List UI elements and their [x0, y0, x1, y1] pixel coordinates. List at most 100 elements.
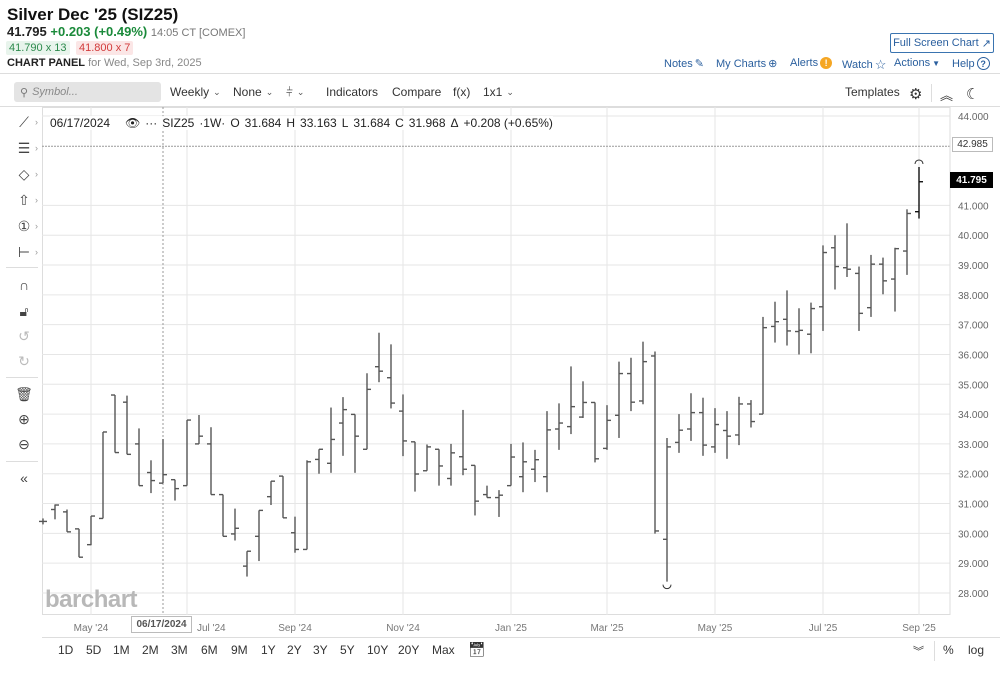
- ohlc-bar[interactable]: [375, 332, 383, 383]
- ohlc-bar[interactable]: [147, 460, 155, 494]
- ohlc-bar[interactable]: [435, 448, 443, 486]
- range-button-3y[interactable]: 3Y: [313, 643, 328, 657]
- range-button-1y[interactable]: 1Y: [261, 643, 276, 657]
- ohlc-bar[interactable]: [915, 166, 923, 219]
- chevron-right-icon[interactable]: ›: [35, 117, 38, 127]
- ohlc-bar[interactable]: [171, 478, 179, 501]
- ohlc-bar[interactable]: [231, 508, 239, 541]
- symbol-search-input[interactable]: ⚲ Symbol...: [14, 82, 161, 102]
- templates-button[interactable]: Templates: [845, 85, 900, 99]
- ohlc-bar[interactable]: [123, 395, 131, 456]
- ohlc-bar[interactable]: [591, 401, 599, 463]
- ohlc-bar[interactable]: [687, 393, 695, 441]
- ohlc-bar[interactable]: [663, 437, 671, 582]
- ohlc-bar[interactable]: [507, 443, 515, 487]
- ohlc-bar[interactable]: [195, 414, 203, 445]
- ohlc-bar[interactable]: [447, 443, 455, 486]
- ohlc-bar[interactable]: [255, 509, 263, 562]
- magnet-icon[interactable]: ∩: [18, 277, 30, 293]
- eye-icon[interactable]: 👁︎: [125, 116, 141, 130]
- log-toggle[interactable]: log: [968, 643, 985, 657]
- ohlc-bar[interactable]: [471, 464, 479, 516]
- ohlc-bar[interactable]: [75, 528, 83, 558]
- chevron-right-icon[interactable]: ›: [35, 195, 38, 205]
- actions-menu[interactable]: Actions ▼: [894, 57, 940, 69]
- ohlc-bar[interactable]: [279, 475, 287, 519]
- ohlc-bar[interactable]: [459, 409, 467, 476]
- ohlc-bar[interactable]: [411, 441, 419, 492]
- ohlc-bar[interactable]: [519, 442, 527, 493]
- ohlc-bar[interactable]: [879, 257, 887, 295]
- watch-link[interactable]: Watch ☆: [842, 57, 886, 73]
- range-button-2y[interactable]: 2Y: [287, 643, 302, 657]
- ohlc-bar[interactable]: [843, 223, 851, 277]
- ohlc-bar[interactable]: [759, 316, 767, 415]
- arrow-up-tool-icon[interactable]: ⇧: [18, 191, 30, 208]
- zoom-out-icon[interactable]: ⊖: [18, 435, 30, 452]
- chevron-right-icon[interactable]: ›: [35, 143, 38, 153]
- dark-mode-moon-icon[interactable]: ☾: [966, 86, 980, 103]
- range-button-6m[interactable]: 6M: [201, 643, 218, 657]
- zoom-in-icon[interactable]: ⊕: [18, 410, 30, 427]
- aggregation-select[interactable]: None ⌄: [233, 85, 273, 99]
- ohlc-bar[interactable]: [651, 351, 659, 534]
- trendline-tool-icon[interactable]: ⟋: [19, 113, 29, 130]
- chevron-right-icon[interactable]: ›: [35, 169, 38, 179]
- ohlc-bar[interactable]: [567, 366, 575, 435]
- ohlc-bar[interactable]: [159, 439, 167, 484]
- function-button[interactable]: f(x): [453, 85, 471, 99]
- ohlc-bar[interactable]: [363, 373, 371, 450]
- more-dots-icon[interactable]: ···: [145, 116, 158, 130]
- price-chart[interactable]: 28.000 29.000 30.000 31.000 32.000 33.000 34.0…: [39, 107, 989, 634]
- fibonacci-tool-icon[interactable]: ☰: [17, 139, 31, 156]
- ohlc-bar[interactable]: [543, 411, 551, 493]
- help-link[interactable]: Help?: [952, 57, 990, 70]
- ohlc-bar[interactable]: [711, 408, 719, 453]
- full-screen-chart-button[interactable]: Full Screen Chart ↗: [890, 33, 994, 53]
- annotation-number-icon[interactable]: ①: [17, 217, 31, 234]
- alerts-link[interactable]: Alerts!: [790, 57, 833, 69]
- ohlc-bar[interactable]: [639, 341, 647, 405]
- calendar-icon[interactable]: 📅︎: [468, 641, 486, 657]
- unlock-icon[interactable]: 🔓︎: [19, 302, 29, 319]
- ohlc-bar[interactable]: [243, 550, 251, 577]
- ohlc-bar[interactable]: [747, 400, 755, 428]
- expand-bottom-icon[interactable]: ︾: [913, 646, 924, 658]
- percent-toggle[interactable]: %: [943, 643, 954, 657]
- ohlc-bar[interactable]: [135, 428, 143, 487]
- shapes-tool-icon[interactable]: ◇: [18, 165, 30, 182]
- ohlc-bar[interactable]: [831, 235, 839, 290]
- range-button-20y[interactable]: 20Y: [398, 643, 420, 657]
- ohlc-bar[interactable]: [735, 396, 743, 446]
- ohlc-bar[interactable]: [723, 411, 731, 459]
- ohlc-bar[interactable]: [603, 405, 611, 450]
- range-button-5y[interactable]: 5Y: [340, 643, 355, 657]
- redo-icon[interactable]: ↻: [18, 352, 30, 369]
- ohlc-bar[interactable]: [855, 266, 863, 331]
- range-button-3m[interactable]: 3M: [171, 643, 188, 657]
- ohlc-bar[interactable]: [891, 247, 899, 312]
- ohlc-chart-svg[interactable]: 28.000 29.000 30.000 31.000 32.000 33.000 34.0…: [39, 107, 1000, 647]
- ohlc-bar[interactable]: [327, 407, 335, 473]
- compare-button[interactable]: Compare: [392, 85, 442, 99]
- chart-type-select[interactable]: ⫩ ⌄: [286, 85, 304, 100]
- range-button-10y[interactable]: 10Y: [367, 643, 389, 657]
- ohlc-bar[interactable]: [771, 301, 779, 343]
- ohlc-bar[interactable]: [351, 413, 359, 473]
- ohlc-bar[interactable]: [903, 209, 911, 275]
- ohlc-bar[interactable]: [387, 344, 395, 409]
- my-charts-link[interactable]: My Charts ⊕: [716, 57, 777, 71]
- indicators-button[interactable]: Indicators: [326, 85, 379, 99]
- ohlc-bar[interactable]: [555, 403, 563, 450]
- ohlc-bar[interactable]: [819, 245, 827, 331]
- ohlc-bar[interactable]: [699, 397, 707, 456]
- ohlc-bar[interactable]: [795, 308, 803, 355]
- trash-icon[interactable]: 🗑︎: [15, 385, 33, 402]
- ohlc-bar[interactable]: [627, 357, 635, 412]
- ohlc-bar[interactable]: [531, 449, 539, 483]
- chevron-right-icon[interactable]: ›: [35, 221, 38, 231]
- ohlc-bar[interactable]: [423, 444, 431, 472]
- range-button-1d[interactable]: 1D: [58, 643, 74, 657]
- undo-icon[interactable]: ↺: [18, 327, 30, 344]
- chevron-right-icon[interactable]: ›: [35, 247, 38, 257]
